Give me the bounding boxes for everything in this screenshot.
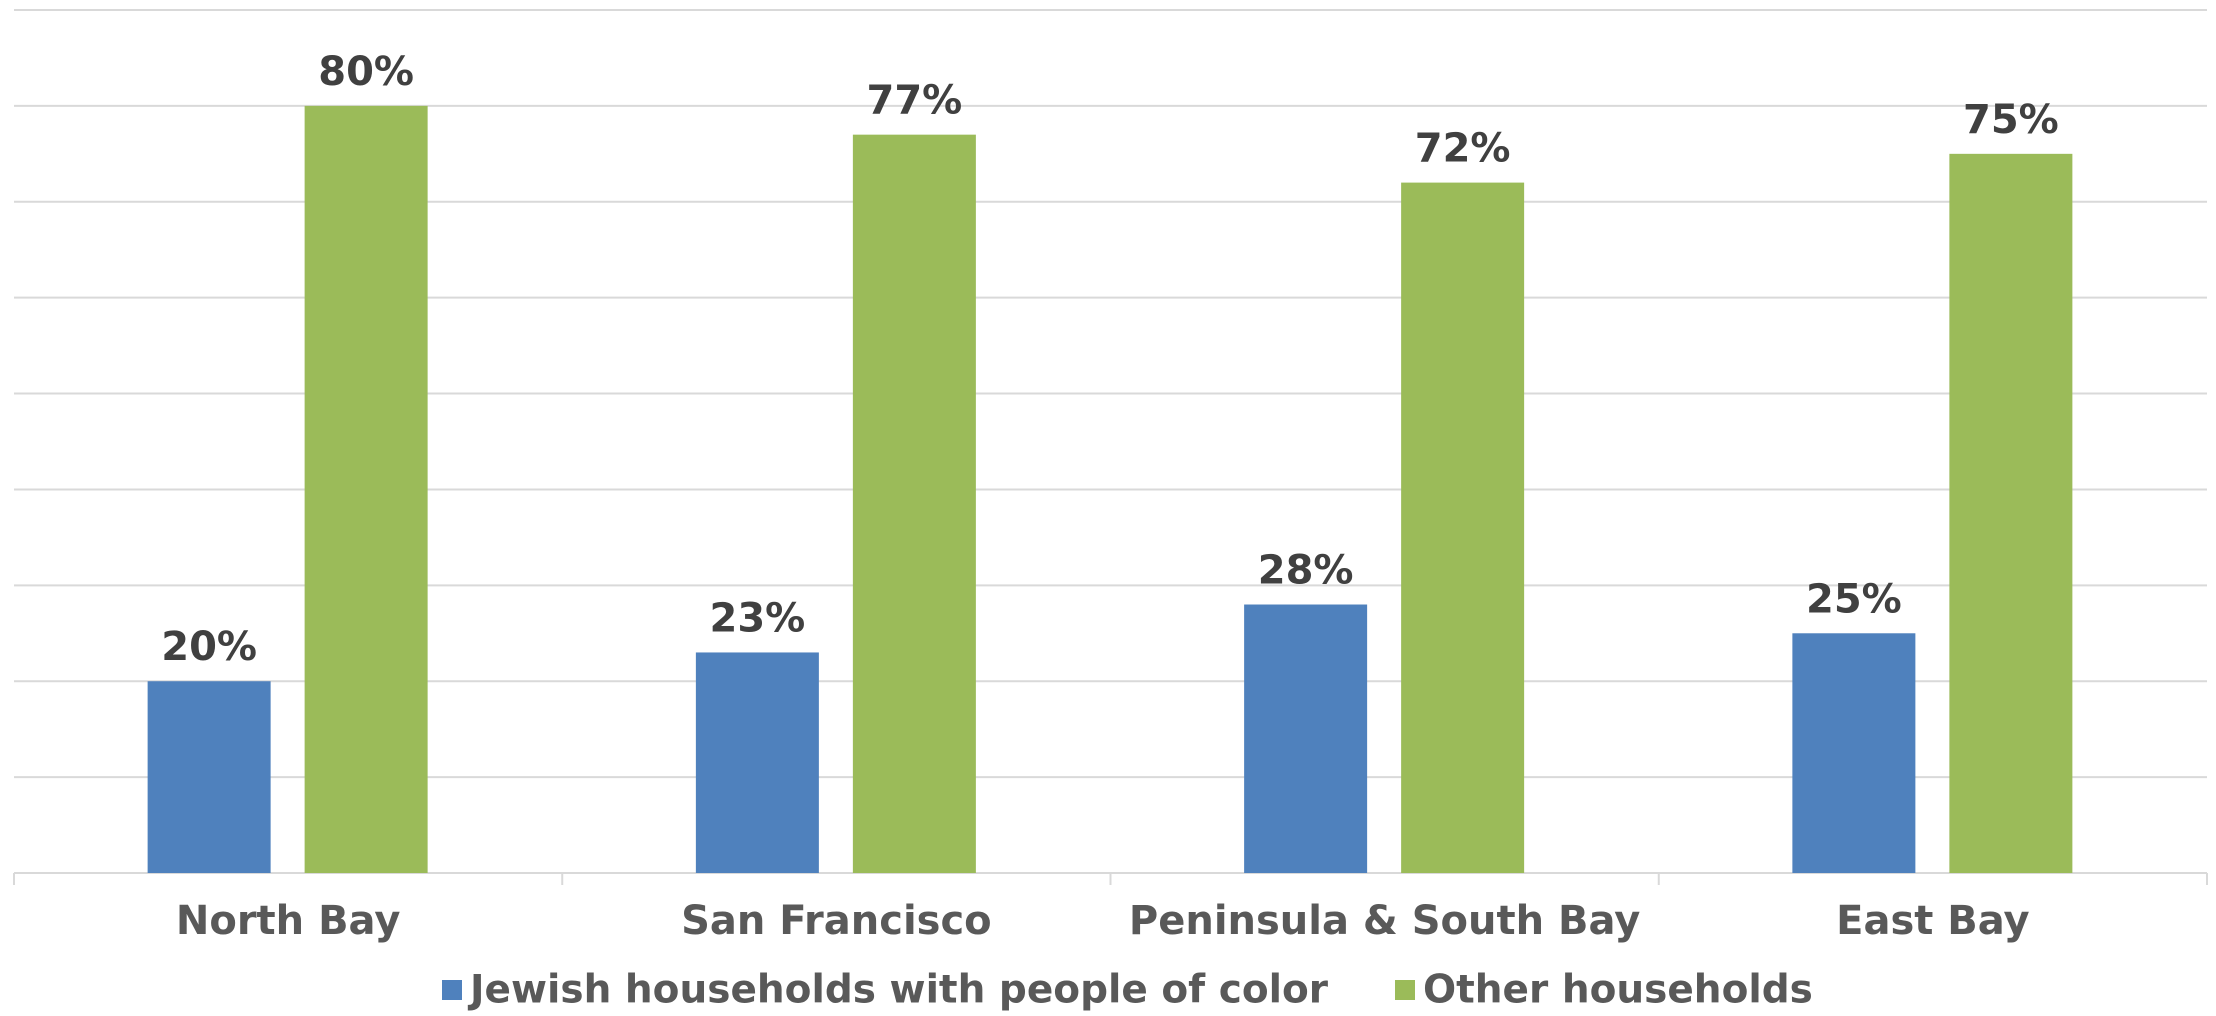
bar (1949, 153, 2073, 874)
x-tick-label: San Francisco (681, 898, 992, 944)
bar (852, 134, 976, 874)
data-label: 25% (1806, 576, 1902, 622)
data-label: 23% (710, 595, 806, 641)
data-label: 75% (1963, 97, 2059, 143)
legend-label: Jewish households with people of color (467, 968, 1329, 1013)
legend-label: Other households (1423, 968, 1813, 1013)
bar (1792, 633, 1916, 873)
bar (304, 105, 428, 873)
x-tick-label: North Bay (176, 898, 401, 944)
legend-swatch (1395, 980, 1415, 1000)
bar (147, 681, 271, 873)
data-label: 72% (1415, 126, 1511, 172)
legend-swatch (442, 980, 462, 1000)
data-label: 28% (1258, 548, 1354, 594)
bar (1401, 182, 1525, 874)
x-tick-label: Peninsula & South Bay (1129, 898, 1640, 944)
bar (695, 652, 819, 873)
x-tick-label: East Bay (1836, 898, 2030, 944)
data-label: 20% (161, 624, 257, 670)
bar (1244, 604, 1368, 873)
data-label: 80% (318, 49, 414, 95)
data-label: 77% (867, 78, 963, 124)
